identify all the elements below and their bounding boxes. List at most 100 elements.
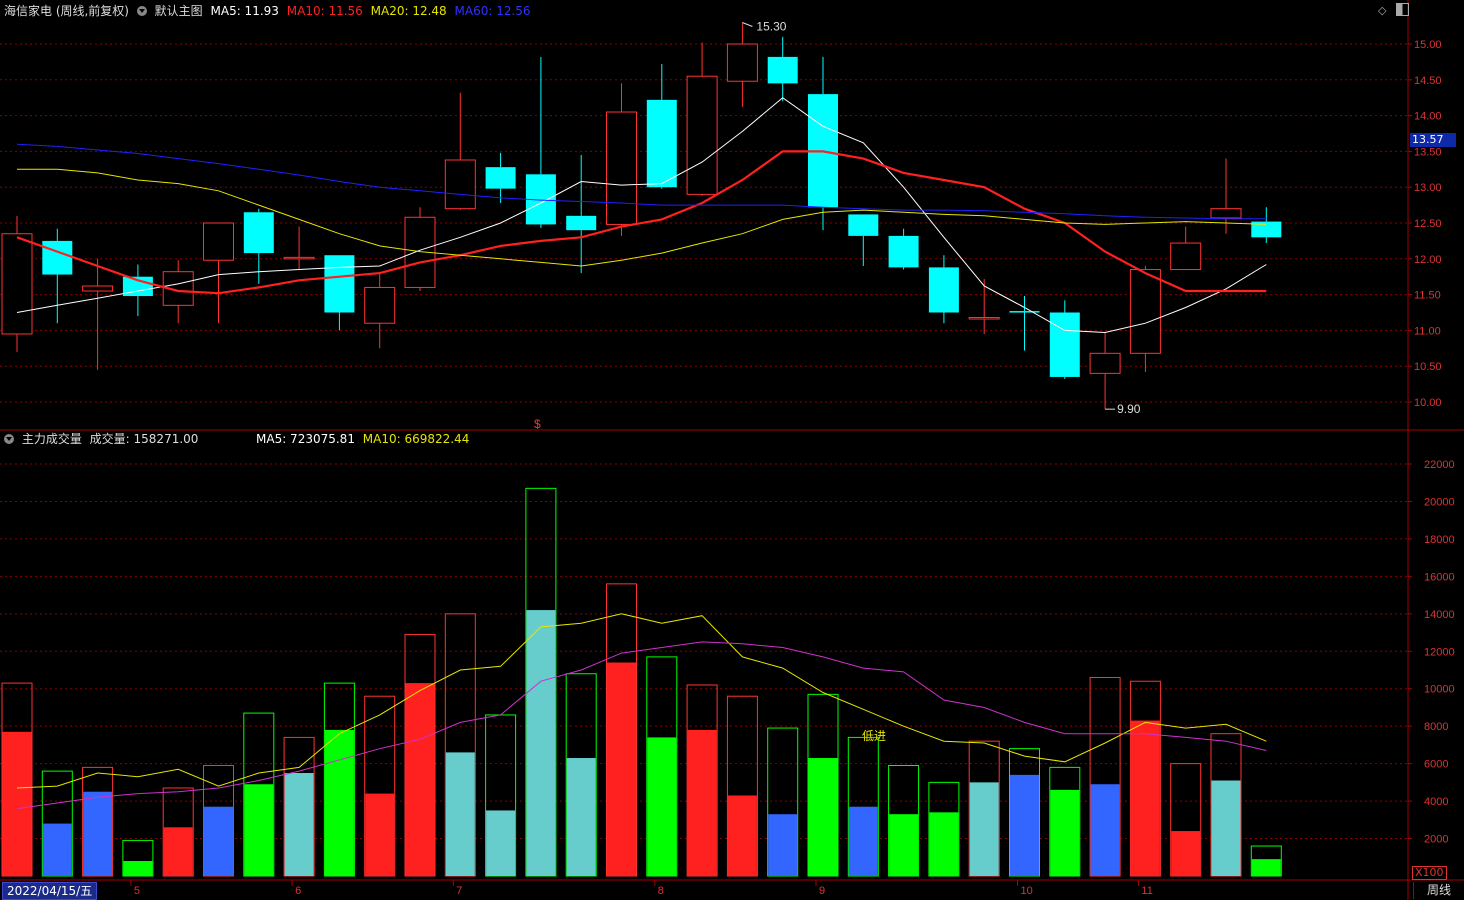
- dropdown-icon[interactable]: [4, 434, 14, 444]
- volume-bar[interactable]: [807, 693, 839, 877]
- volume-bar-main: [284, 773, 314, 876]
- volume-bars-layer[interactable]: [1, 487, 1282, 877]
- volume-bar[interactable]: [686, 684, 718, 877]
- candle-body: [444, 159, 476, 210]
- volume-bar[interactable]: [243, 712, 275, 877]
- period-selector[interactable]: 周线: [1413, 882, 1464, 899]
- candle[interactable]: [283, 226, 315, 270]
- candle-body: [968, 317, 1000, 320]
- candle[interactable]: [606, 83, 637, 236]
- volume-bar[interactable]: [1, 682, 33, 877]
- candle-body: [606, 111, 637, 225]
- candle[interactable]: [928, 255, 959, 324]
- candle[interactable]: [1129, 265, 1161, 372]
- candle[interactable]: [525, 56, 556, 229]
- volume-bar[interactable]: [525, 487, 557, 877]
- volume-bar[interactable]: [606, 583, 637, 877]
- volume-bar[interactable]: [1089, 676, 1121, 877]
- volume-bar[interactable]: [1250, 845, 1282, 877]
- candle[interactable]: [162, 260, 194, 324]
- volume-bar[interactable]: [565, 673, 597, 877]
- price-tick-label: 11.00: [1414, 325, 1441, 337]
- candle[interactable]: [1, 215, 33, 352]
- volume-ma-line-ma10: [16, 641, 1267, 810]
- candle[interactable]: [364, 273, 396, 349]
- volume-tick-label: 4000: [1424, 796, 1448, 808]
- candle[interactable]: [444, 92, 476, 211]
- candles-layer[interactable]: [1, 22, 1282, 410]
- candle[interactable]: [243, 208, 274, 284]
- volume-bar[interactable]: [1129, 680, 1161, 877]
- volume-bar[interactable]: [1210, 733, 1242, 877]
- candle[interactable]: [203, 222, 234, 324]
- candle[interactable]: [42, 228, 73, 324]
- volume-bar[interactable]: [404, 633, 436, 877]
- candle[interactable]: [808, 56, 838, 231]
- candle[interactable]: [767, 36, 798, 102]
- dropdown-icon[interactable]: [136, 6, 147, 16]
- volume-bar-main: [1251, 859, 1281, 876]
- candle[interactable]: [726, 22, 758, 108]
- volume-bar[interactable]: [162, 787, 194, 877]
- ma-line-ma5: [16, 97, 1267, 334]
- volume-bar[interactable]: [283, 736, 315, 877]
- price-tick-label: 11.50: [1414, 290, 1441, 302]
- volume-bar[interactable]: [646, 656, 678, 877]
- candle[interactable]: [888, 228, 919, 270]
- volume-tick-label: 2000: [1424, 834, 1448, 846]
- candle[interactable]: [646, 64, 677, 189]
- volume-bar[interactable]: [444, 613, 476, 877]
- volume-bar[interactable]: [364, 695, 396, 877]
- volume-bar-main: [405, 683, 435, 876]
- volume-title[interactable]: 主力成交量: [21, 432, 82, 446]
- volume-header: 主力成交量 成交量: 158271.00: [4, 432, 202, 446]
- candle[interactable]: [1049, 300, 1080, 380]
- volume-bar[interactable]: [1170, 763, 1202, 877]
- candle[interactable]: [122, 264, 153, 317]
- volume-bar[interactable]: [928, 781, 960, 877]
- candle-body: [726, 43, 758, 82]
- stock-title[interactable]: 海信家电 (周线,前复权): [4, 4, 129, 18]
- volume-bar[interactable]: [485, 714, 517, 877]
- volume-bar[interactable]: [323, 682, 355, 877]
- candle[interactable]: [1009, 296, 1040, 351]
- volume-tick-label: 14000: [1424, 609, 1455, 621]
- volume-bar-main: [244, 784, 274, 876]
- volume-bar[interactable]: [82, 766, 114, 877]
- diamond-icon[interactable]: ◇: [1378, 4, 1387, 17]
- volume-bar[interactable]: [888, 765, 920, 877]
- volume-bar[interactable]: [1009, 748, 1040, 877]
- candle[interactable]: [848, 214, 879, 266]
- volume-bar-main: [42, 823, 72, 876]
- volume-bar[interactable]: [203, 765, 234, 877]
- candle-body: [1170, 242, 1202, 271]
- candle[interactable]: [1251, 207, 1282, 244]
- volume-bar[interactable]: [1049, 766, 1081, 877]
- volume-bar-main: [2, 731, 32, 876]
- candle[interactable]: [1170, 226, 1202, 271]
- volume-bar[interactable]: [847, 736, 879, 877]
- volume-bar[interactable]: [122, 839, 154, 877]
- volume-bar-main: [123, 861, 153, 876]
- volume-bar[interactable]: [968, 740, 1000, 877]
- vol-ma10-value: MA10: 669822.44: [362, 432, 470, 446]
- candle[interactable]: [1210, 158, 1242, 234]
- month-label: 11: [1141, 885, 1152, 897]
- candle[interactable]: [1089, 331, 1121, 410]
- price-header: 海信家电 (周线,前复权) 默认主图 MA5: 11.93 MA10: 11.5…: [4, 4, 535, 18]
- candle[interactable]: [82, 258, 114, 370]
- candle[interactable]: [968, 278, 1000, 334]
- candle[interactable]: [566, 154, 597, 274]
- volume-bar[interactable]: [726, 695, 758, 877]
- price-tick-label: 10.50: [1414, 361, 1442, 373]
- candle[interactable]: [485, 152, 516, 203]
- candle[interactable]: [686, 42, 718, 196]
- candle[interactable]: [324, 255, 355, 331]
- main-chart-name[interactable]: 默认主图: [154, 4, 203, 18]
- candle[interactable]: [404, 207, 436, 292]
- volume-bar[interactable]: [767, 727, 799, 877]
- volume-bar[interactable]: [41, 770, 73, 877]
- panel-toggle-icon[interactable]: [1396, 3, 1409, 16]
- volume-bar-main: [526, 610, 556, 876]
